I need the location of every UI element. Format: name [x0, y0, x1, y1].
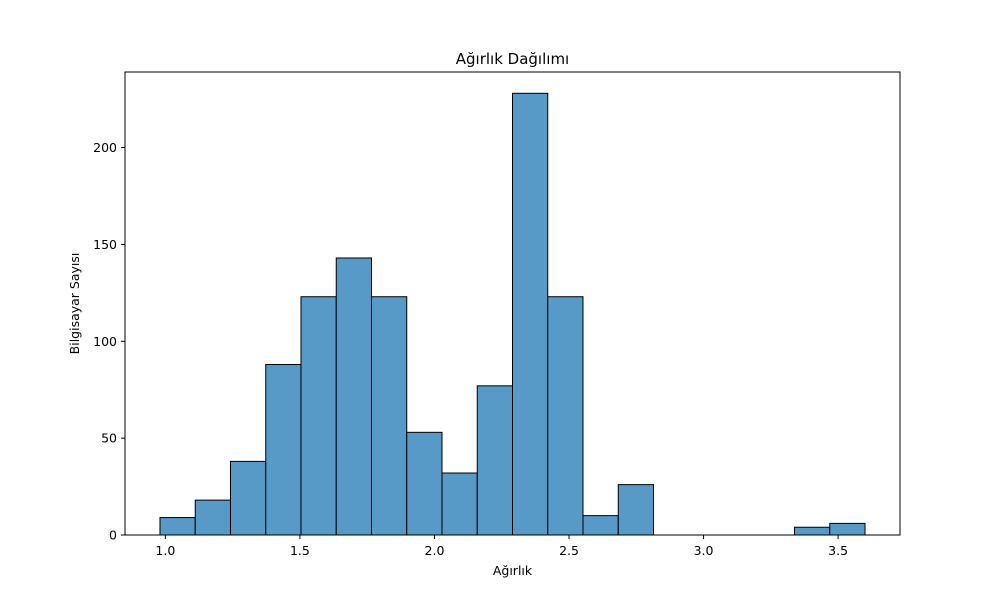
histogram-bar [370, 296, 408, 536]
y-tick-label: 0 [109, 528, 117, 543]
y-axis-ticks: 0 50 100 150 200 [93, 140, 125, 543]
x-axis-label: Ağırlık [493, 563, 533, 578]
x-tick-label: 3.5 [828, 543, 848, 558]
histogram-bar [406, 431, 443, 536]
histogram-bar [265, 364, 302, 536]
histogram-bar [300, 296, 337, 536]
histogram-bar [547, 296, 584, 536]
x-axis-ticks: 1.0 1.5 2.0 2.5 3.0 3.5 [155, 535, 848, 558]
histogram-bar [829, 522, 866, 536]
y-tick-label: 200 [93, 140, 117, 155]
plot-frame [124, 71, 901, 536]
histogram-bar [229, 460, 267, 536]
x-tick-label: 2.0 [425, 543, 445, 558]
histogram-bar [335, 257, 372, 536]
chart-title: Ağırlık Dağılımı [456, 50, 569, 68]
histogram-bar [794, 526, 831, 536]
y-tick-label: 50 [101, 431, 117, 446]
histogram-bar [476, 385, 513, 536]
bars-group [159, 92, 866, 536]
y-tick-label: 150 [93, 237, 117, 252]
x-tick-label: 2.5 [559, 543, 579, 558]
histogram-bar [582, 515, 619, 536]
histogram-bar [194, 499, 231, 536]
histogram-bar [441, 472, 478, 536]
x-tick-label: 3.0 [694, 543, 714, 558]
x-tick-label: 1.0 [155, 543, 175, 558]
y-tick-label: 100 [93, 334, 117, 349]
histogram-bar [617, 484, 655, 536]
histogram-bar [512, 92, 549, 536]
histogram-bar [159, 517, 196, 536]
x-tick-label: 1.5 [290, 543, 310, 558]
y-axis-label: Bilgisayar Sayısı [67, 253, 82, 355]
